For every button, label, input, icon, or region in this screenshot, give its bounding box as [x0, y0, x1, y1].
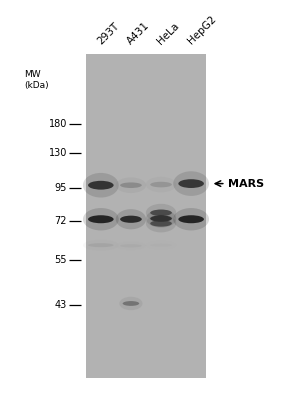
Ellipse shape: [88, 243, 114, 247]
Ellipse shape: [116, 209, 146, 229]
Text: HepG2: HepG2: [186, 14, 218, 46]
Text: 55: 55: [54, 255, 67, 265]
Ellipse shape: [120, 182, 142, 188]
Ellipse shape: [150, 210, 172, 216]
Ellipse shape: [116, 177, 146, 193]
Text: A431: A431: [126, 20, 151, 46]
Ellipse shape: [150, 220, 172, 227]
Text: HeLa: HeLa: [156, 20, 181, 46]
Ellipse shape: [123, 301, 139, 306]
Ellipse shape: [120, 216, 142, 223]
Ellipse shape: [173, 208, 209, 230]
Ellipse shape: [150, 215, 172, 222]
Ellipse shape: [120, 244, 142, 248]
Ellipse shape: [88, 181, 114, 190]
Ellipse shape: [150, 244, 172, 247]
Ellipse shape: [119, 297, 143, 310]
Ellipse shape: [88, 215, 114, 223]
Ellipse shape: [173, 171, 209, 196]
Text: 180: 180: [49, 119, 67, 129]
Text: 293T: 293T: [95, 20, 121, 46]
Text: 43: 43: [55, 300, 67, 310]
Text: MARS: MARS: [228, 178, 264, 189]
Text: 95: 95: [55, 184, 67, 194]
Ellipse shape: [83, 208, 119, 230]
Ellipse shape: [146, 204, 176, 222]
Ellipse shape: [83, 173, 119, 198]
Ellipse shape: [146, 214, 176, 232]
Ellipse shape: [178, 215, 204, 223]
Ellipse shape: [150, 182, 172, 187]
Text: 72: 72: [54, 216, 67, 226]
Ellipse shape: [146, 177, 176, 192]
Ellipse shape: [178, 179, 204, 188]
Ellipse shape: [146, 210, 176, 228]
Ellipse shape: [83, 240, 119, 251]
Bar: [86, 54, 206, 378]
Text: MW
(kDa): MW (kDa): [24, 70, 49, 90]
Text: 130: 130: [49, 148, 67, 158]
